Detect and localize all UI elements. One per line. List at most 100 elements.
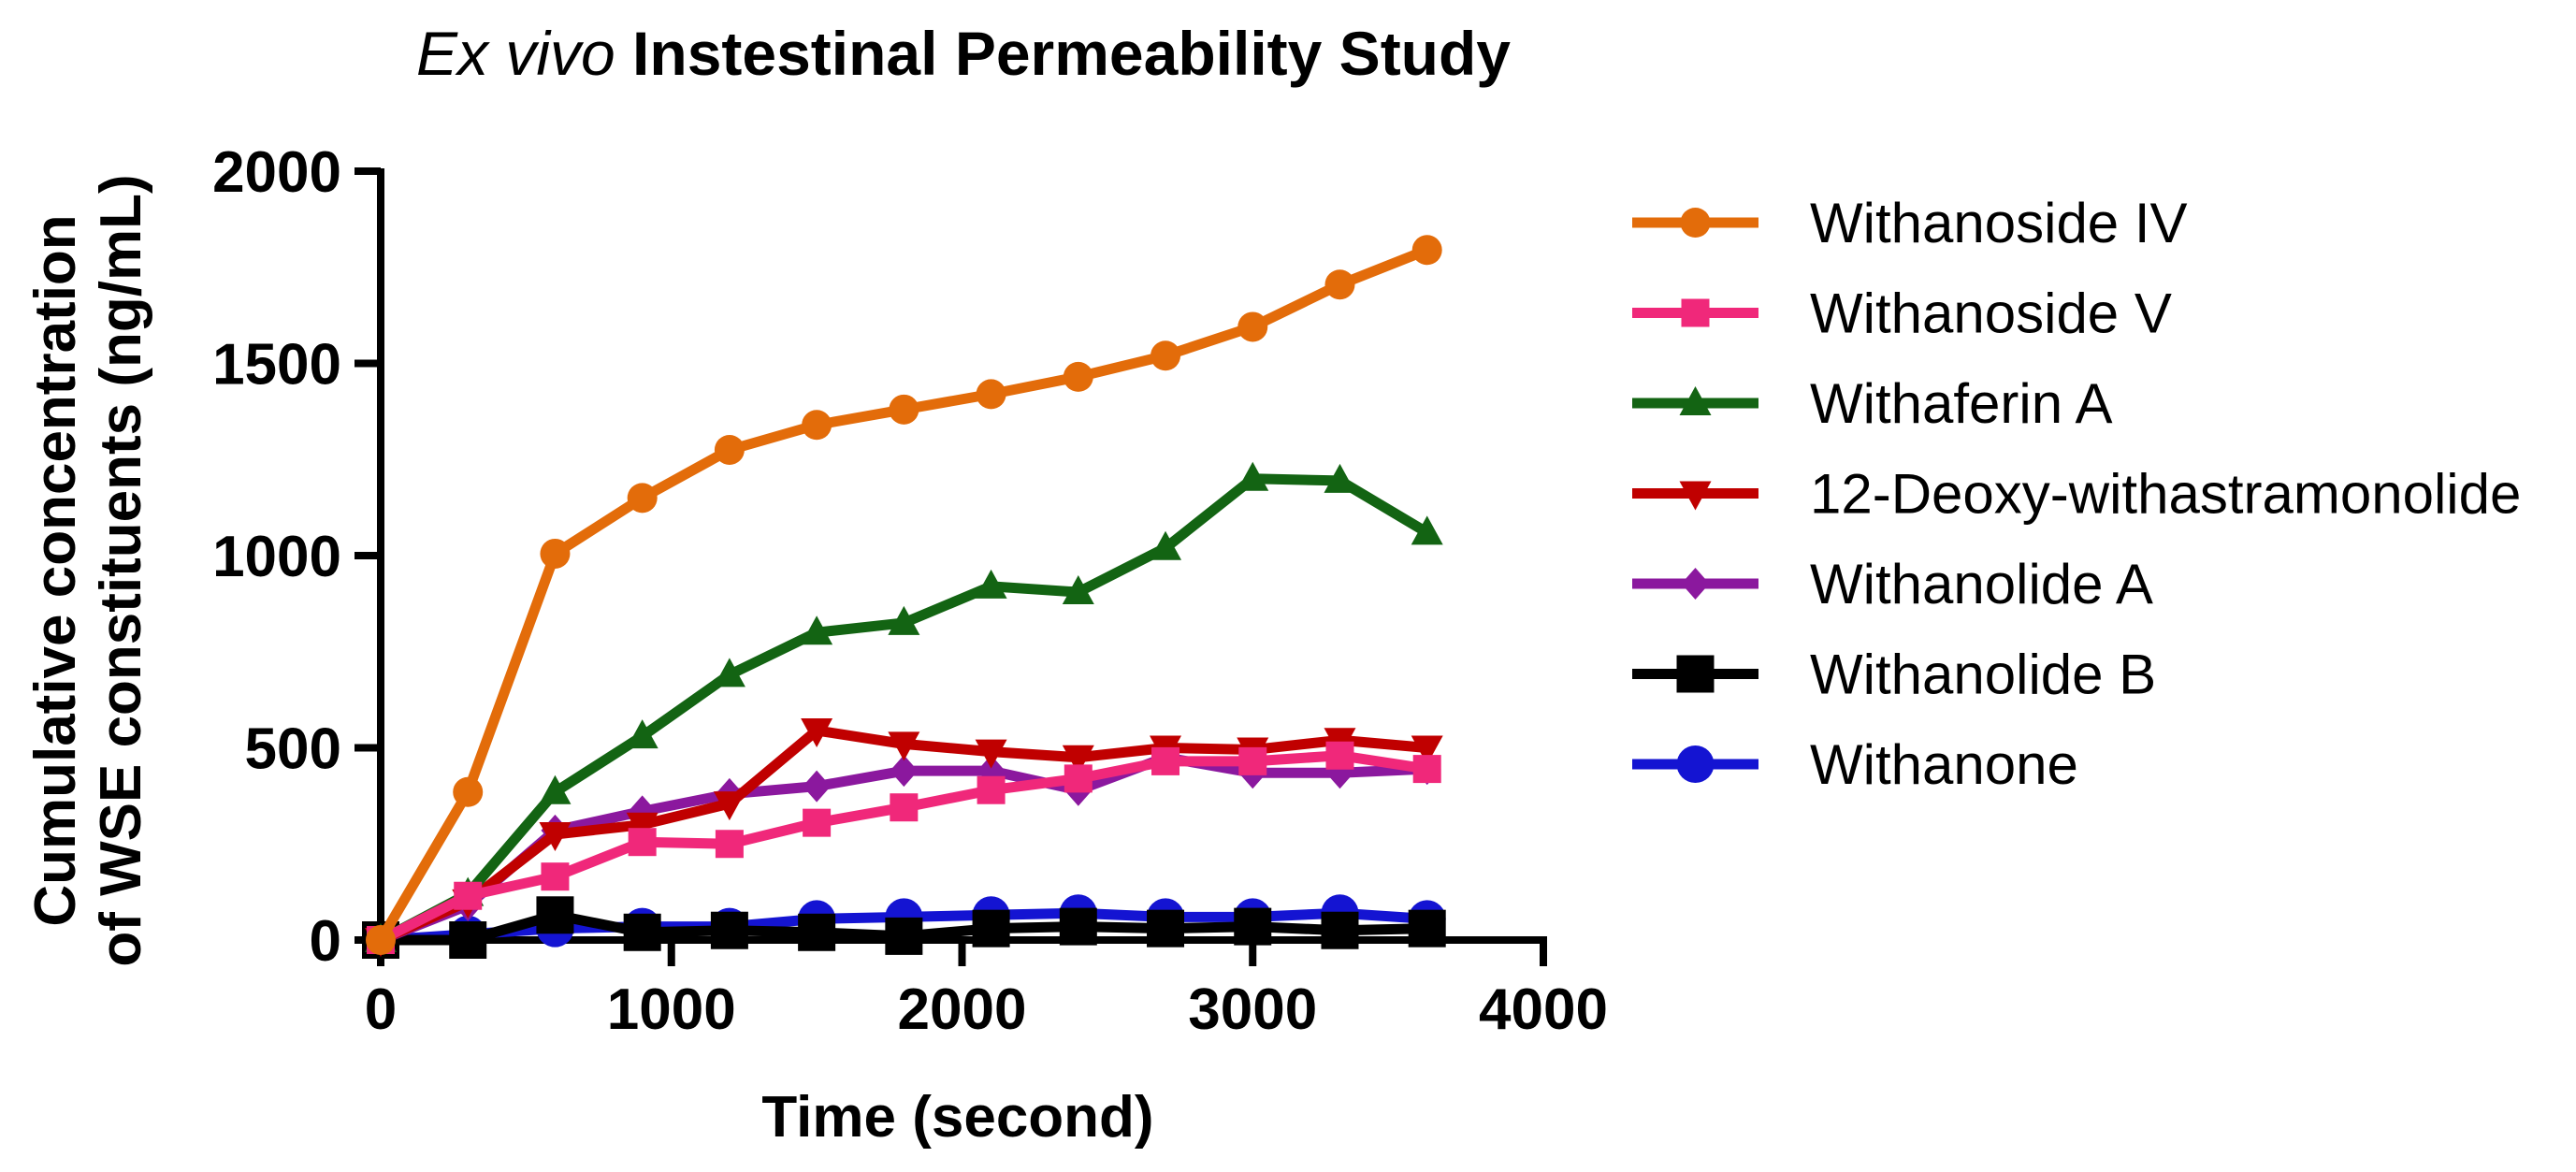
- data-point: [453, 776, 484, 807]
- data-point: [798, 913, 836, 951]
- data-point: [1147, 909, 1185, 948]
- x-tick-label: 4000: [1479, 977, 1608, 1042]
- data-point: [1151, 746, 1180, 775]
- series-withanolide-b: [362, 896, 1446, 959]
- legend-item-12-deoxy-withastramonolide: 12-Deoxy-withastramonolide: [1632, 463, 2521, 526]
- data-point: [888, 605, 920, 635]
- data-point: [1059, 907, 1097, 946]
- legend-label: Withaferin A: [1810, 372, 2112, 435]
- data-point: [975, 569, 1007, 599]
- data-point: [626, 719, 658, 749]
- data-point: [541, 862, 570, 891]
- legend: Withanoside IV Withanoside V Withaferin A 1…: [1632, 192, 2521, 796]
- chart-title-prefix: Ex vivo: [416, 19, 615, 88]
- legend-swatch-marker: [1680, 208, 1711, 238]
- data-point: [1324, 463, 1356, 493]
- data-point: [889, 394, 919, 425]
- chart-title: Ex vivo Instestinal Permeability Study: [416, 19, 1511, 88]
- data-point: [977, 775, 1006, 804]
- data-point: [714, 434, 745, 465]
- data-point: [1408, 909, 1446, 948]
- legend-label: Withanoside V: [1810, 282, 2172, 345]
- data-point: [1062, 745, 1094, 774]
- y-axis-label-line1: Cumulative concentration: [23, 214, 88, 926]
- y-tick-label: 0: [310, 909, 341, 974]
- x-axis-label: Time (second): [761, 1085, 1153, 1150]
- data-point: [627, 483, 658, 514]
- legend-label: Withanolide A: [1810, 553, 2153, 615]
- data-point: [628, 828, 657, 857]
- series-line: [376, 245, 1429, 943]
- data-point: [803, 808, 832, 837]
- x-tick-label: 1000: [607, 977, 736, 1042]
- axes: 0 500 1000 1500 2000 0 1000 2000 3000 4000: [212, 140, 1608, 1042]
- data-point: [623, 913, 661, 951]
- legend-item-withanolide-b: Withanolide B: [1632, 644, 2156, 706]
- data-point: [801, 615, 833, 645]
- legend-label: 12-Deoxy-withastramonolide: [1810, 463, 2521, 526]
- data-point: [1237, 311, 1268, 342]
- chart-title-rest: Instestinal Permeability Study: [615, 19, 1512, 88]
- data-point: [1321, 911, 1359, 949]
- data-point: [801, 718, 833, 748]
- legend-item-withanolide-a: Withanolide A: [1632, 553, 2153, 615]
- data-point: [1062, 575, 1094, 605]
- data-point: [454, 881, 483, 910]
- data-point: [1063, 361, 1093, 392]
- data-point: [972, 909, 1010, 948]
- data-point: [1151, 340, 1181, 371]
- data-point: [802, 410, 832, 441]
- data-point: [975, 739, 1007, 769]
- legend-item-withanone: Withanone: [1632, 733, 2078, 796]
- data-point: [885, 917, 923, 955]
- data-point: [539, 821, 572, 851]
- data-point: [1238, 746, 1267, 775]
- data-point: [1411, 235, 1442, 266]
- data-point: [803, 770, 832, 803]
- data-point: [1064, 764, 1093, 793]
- data-point: [626, 812, 658, 842]
- y-tick-label: 1000: [212, 525, 341, 589]
- data-point: [366, 925, 396, 955]
- y-tick-label: 2000: [212, 140, 341, 205]
- legend-swatch-marker: [1676, 655, 1715, 693]
- legend-swatch-marker: [1679, 481, 1712, 511]
- data-point: [1412, 755, 1441, 784]
- data-point: [539, 774, 572, 804]
- legend-label: Withanoside IV: [1810, 192, 2188, 254]
- series-withanoside-iv: [366, 235, 1442, 955]
- data-point: [1411, 515, 1443, 545]
- y-axis-label: Cumulative concentrationof WSE constitue…: [23, 174, 153, 966]
- data-point: [1325, 741, 1354, 770]
- legend-item-withanoside-iv: Withanoside IV: [1632, 192, 2188, 254]
- data-point: [1324, 269, 1355, 300]
- data-point: [1150, 530, 1182, 560]
- legend-swatch-marker: [1681, 298, 1710, 327]
- data-point: [713, 791, 745, 821]
- data-point: [976, 379, 1006, 410]
- x-tick-label: 3000: [1188, 977, 1317, 1042]
- x-tick-label: 2000: [898, 977, 1027, 1042]
- data-point: [1237, 461, 1269, 491]
- legend-swatch-marker: [1676, 745, 1715, 783]
- data-point: [890, 755, 919, 788]
- legend-label: Withanolide B: [1810, 644, 2156, 706]
- y-axis-label-line2: of WSE constituents (ng/mL): [89, 174, 153, 966]
- series-line: [378, 473, 1430, 945]
- data-point: [710, 911, 748, 949]
- y-tick-label: 1500: [212, 333, 341, 398]
- legend-swatch-marker: [1681, 568, 1710, 600]
- data-point: [449, 921, 487, 959]
- series-layer: [362, 235, 1446, 959]
- legend-item-withaferin-a: Withaferin A: [1632, 372, 2112, 435]
- legend-swatch-marker: [1679, 386, 1712, 415]
- legend-label: Withanone: [1810, 733, 2078, 796]
- data-point: [713, 658, 745, 687]
- data-point: [536, 896, 574, 934]
- data-point: [1411, 735, 1443, 765]
- data-point: [888, 731, 920, 761]
- data-point: [890, 793, 919, 822]
- data-point: [1234, 907, 1272, 946]
- legend-item-withanoside-v: Withanoside V: [1632, 282, 2172, 345]
